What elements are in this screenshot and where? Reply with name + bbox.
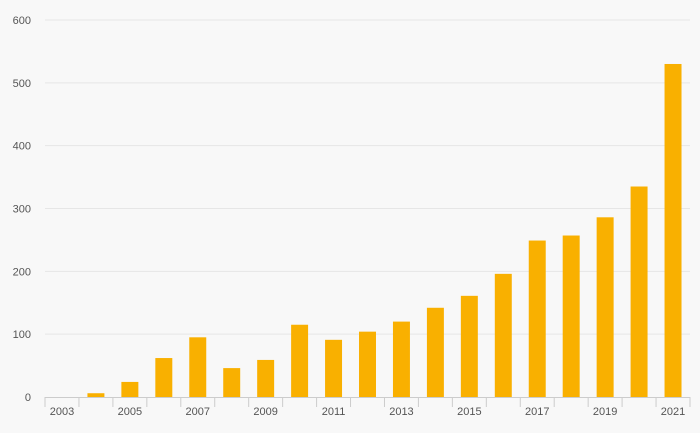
bar-2018 (562, 235, 580, 397)
bar-2016 (494, 273, 512, 397)
x-tick-label: 2015 (457, 406, 481, 418)
bars (87, 63, 682, 397)
grid-lines (45, 19, 690, 335)
x-tick-label: 2005 (118, 406, 142, 418)
bar-2004 (87, 393, 105, 397)
x-tick-label: 2011 (322, 406, 346, 418)
bar-2009 (257, 359, 275, 397)
x-tick-label: 2019 (593, 406, 617, 418)
y-tick-label: 600 (13, 15, 31, 27)
x-tick-label: 2003 (50, 406, 74, 418)
bar-2010 (291, 324, 309, 397)
bar-2021 (664, 63, 682, 397)
bar-2006 (155, 358, 173, 397)
y-tick-label: 100 (13, 329, 31, 341)
bar-2014 (426, 307, 444, 397)
y-tick-label: 500 (13, 78, 31, 90)
x-axis: 2003 2005 2007 2009 2011 2013 2015 2017 2019 2021 (44, 397, 691, 418)
bar-2005 (121, 381, 139, 397)
bar-2019 (596, 217, 614, 397)
bar-2012 (359, 331, 376, 397)
bar-2013 (392, 321, 410, 397)
x-tick-label: 2017 (525, 406, 549, 418)
bar-2020 (630, 186, 648, 397)
x-tick-label: 2009 (253, 406, 277, 418)
x-tick-label: 2013 (389, 406, 413, 418)
y-tick-label: 0 (25, 392, 31, 404)
x-tick-label: 2007 (186, 406, 210, 418)
bar-2007 (189, 337, 207, 397)
x-tick-label: 2021 (661, 406, 685, 418)
bar-2008 (223, 368, 241, 397)
y-tick-label: 300 (13, 204, 31, 216)
bar-2017 (528, 240, 546, 397)
bar-2015 (460, 295, 478, 397)
y-axis: 0 100 200 300 400 500 600 (13, 15, 31, 404)
y-tick-label: 200 (13, 266, 31, 278)
bar-2011 (325, 339, 343, 397)
y-tick-label: 400 (13, 141, 31, 153)
